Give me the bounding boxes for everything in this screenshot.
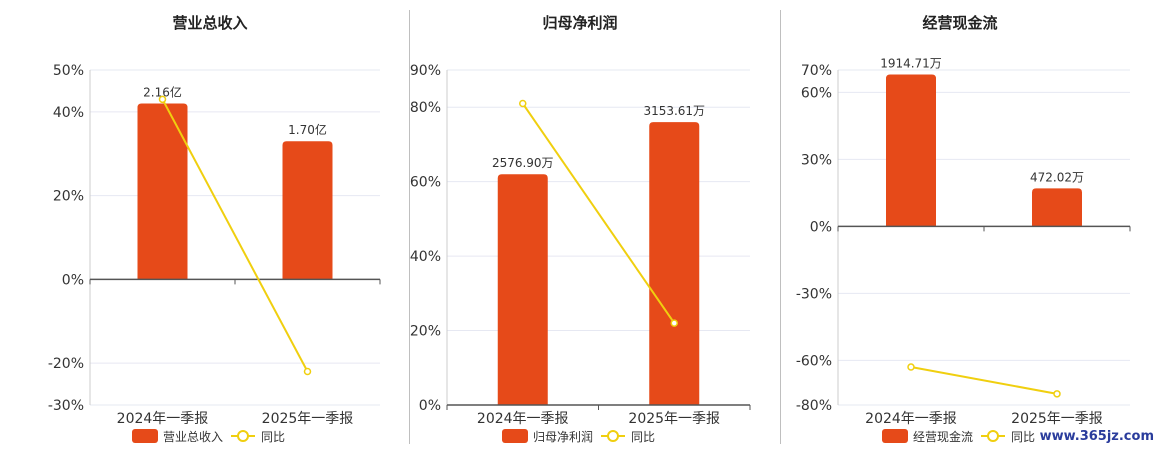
y-tick-label: 0% xyxy=(62,272,84,288)
chart-title: 归母净利润 xyxy=(542,14,617,32)
y-tick-label: -20% xyxy=(48,356,84,372)
bar-value-label: 2576.90万 xyxy=(492,156,554,170)
y-tick-label: 20% xyxy=(410,324,441,340)
legend-bar-swatch xyxy=(132,429,158,443)
bar-value-label: 472.02万 xyxy=(1030,170,1084,184)
chart-title: 经营现金流 xyxy=(922,14,997,32)
y-tick-label: 80% xyxy=(410,100,441,116)
panel-divider xyxy=(780,10,781,444)
legend-bar-swatch xyxy=(882,429,908,443)
y-tick-label: 0% xyxy=(810,219,832,235)
line-point xyxy=(670,319,678,327)
bar xyxy=(497,174,548,405)
legend-bar-label: 经营现金流 xyxy=(913,429,973,444)
bar-value-label: 2.16亿 xyxy=(143,85,182,100)
y-tick-label: -30% xyxy=(48,398,84,414)
bar xyxy=(137,103,188,280)
y-tick-label: 20% xyxy=(53,189,84,205)
y-tick-label: 60% xyxy=(801,85,832,101)
y-tick-label: 70% xyxy=(801,63,832,79)
bar-value-label: 1914.71万 xyxy=(880,56,942,70)
line-point xyxy=(1053,390,1061,398)
x-tick-label: 2024年一季报 xyxy=(865,411,957,427)
bar xyxy=(282,141,333,280)
site-watermark: www.365jz.com xyxy=(1039,429,1154,444)
legend-line-label: 同比 xyxy=(261,430,285,444)
y-tick-label: 60% xyxy=(410,175,441,191)
x-tick-label: 2025年一季报 xyxy=(628,411,720,427)
panel-divider xyxy=(409,10,410,444)
bar-value-label: 3153.61万 xyxy=(643,104,705,118)
legend-line-label: 同比 xyxy=(1011,430,1035,444)
legend-bar-label: 归母净利润 xyxy=(533,430,593,444)
bar xyxy=(1032,188,1082,227)
legend-line-marker xyxy=(607,430,619,442)
bar-value-label: 1.70亿 xyxy=(288,122,327,137)
y-tick-label: -30% xyxy=(796,286,832,302)
y-tick-label: 40% xyxy=(53,105,84,121)
x-tick-label: 2024年一季报 xyxy=(477,411,569,427)
legend-line-marker xyxy=(987,430,999,442)
y-tick-label: 50% xyxy=(53,63,84,79)
line-series xyxy=(521,102,676,324)
y-tick-label: 40% xyxy=(410,249,441,265)
y-tick-label: 90% xyxy=(410,63,441,79)
y-tick-label: -80% xyxy=(796,398,832,414)
line-series xyxy=(161,98,309,372)
y-tick-label: -60% xyxy=(796,353,832,369)
line-point xyxy=(158,95,167,104)
y-tick-label: 30% xyxy=(801,152,832,168)
legend-line-marker xyxy=(237,430,249,442)
x-tick-label: 2025年一季报 xyxy=(1011,411,1103,427)
line-series xyxy=(910,366,1058,395)
bar xyxy=(886,74,936,227)
line-point xyxy=(907,363,915,371)
x-tick-label: 2025年一季报 xyxy=(262,411,354,427)
chart-title: 营业总收入 xyxy=(172,14,247,32)
bar xyxy=(649,122,700,405)
y-tick-label: 0% xyxy=(419,398,441,414)
line-point xyxy=(519,99,527,108)
legend-bar-label: 营业总收入 xyxy=(163,430,223,444)
legend-bar-swatch xyxy=(502,429,528,443)
line-point xyxy=(303,367,312,376)
legend-line-label: 同比 xyxy=(631,430,655,444)
x-tick-label: 2024年一季报 xyxy=(117,411,209,427)
